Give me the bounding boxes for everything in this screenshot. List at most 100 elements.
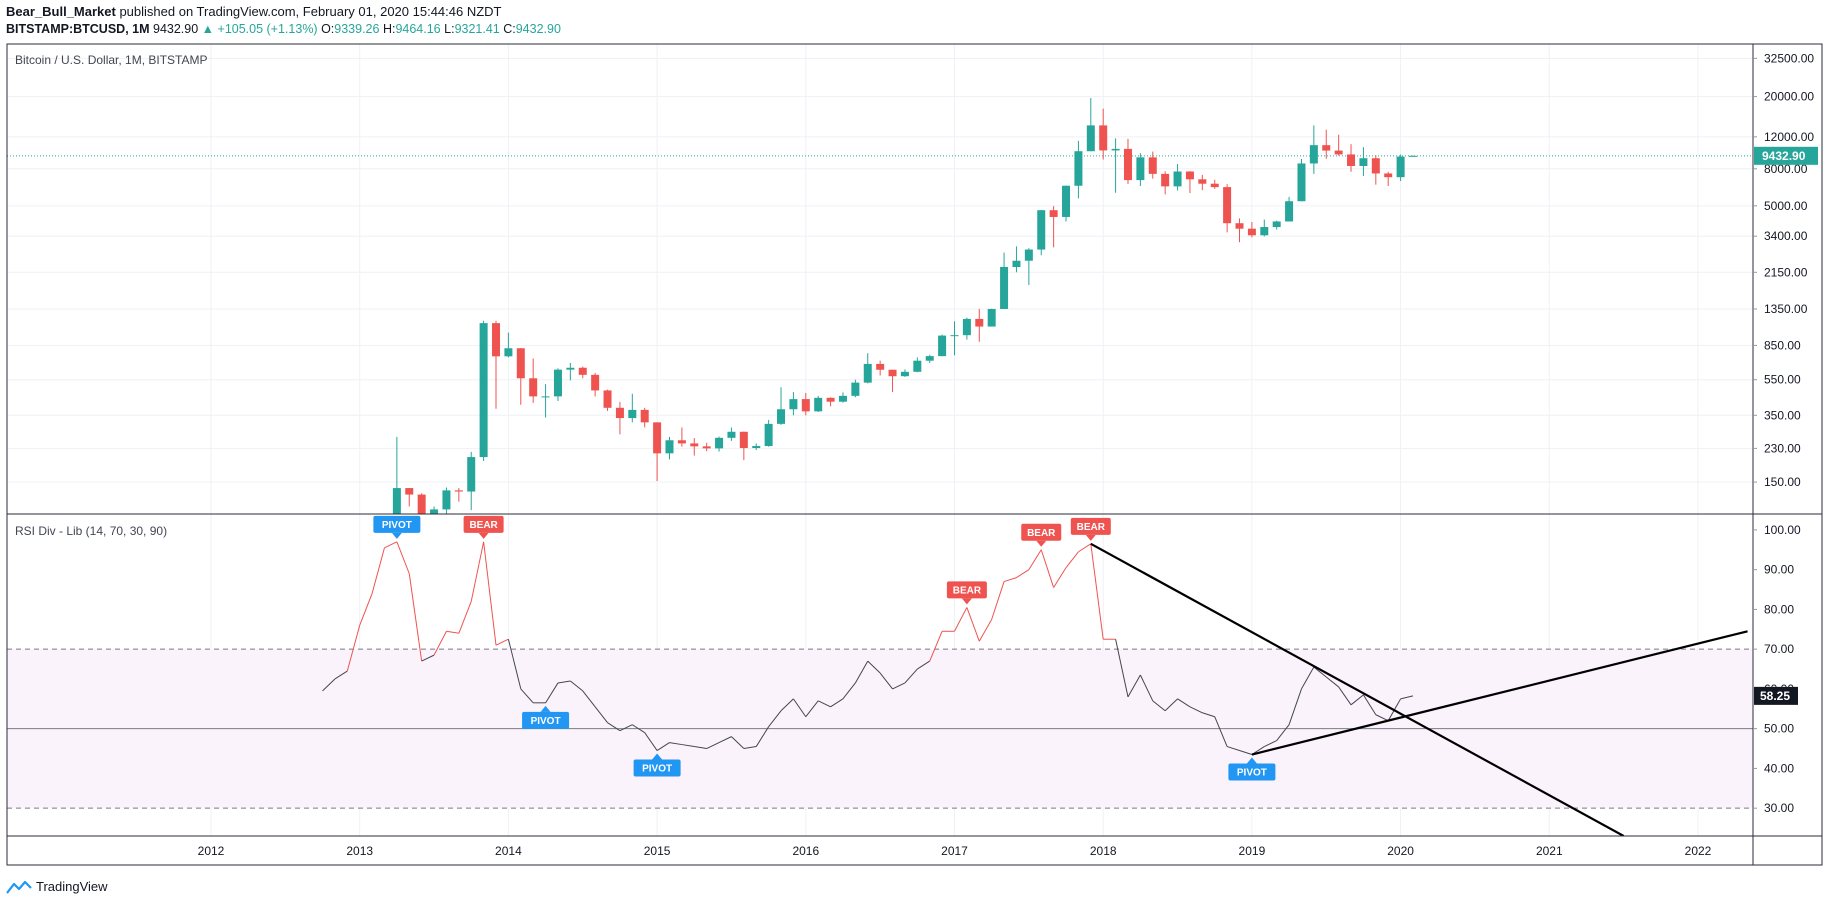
candle-body — [467, 457, 476, 492]
signal-pointer — [1036, 540, 1047, 547]
candle-body — [1322, 145, 1331, 151]
candle-body — [1024, 249, 1033, 261]
x-tick-label: 2017 — [941, 844, 968, 858]
x-tick-label: 2018 — [1090, 844, 1117, 858]
trendline[interactable] — [1251, 630, 1748, 756]
candle — [1396, 154, 1405, 182]
candle-body — [1309, 145, 1318, 164]
candle-body — [876, 363, 885, 370]
candle — [628, 393, 637, 423]
candle — [1359, 147, 1368, 177]
candle — [777, 387, 786, 425]
candle — [1037, 209, 1046, 256]
candle-body — [1396, 156, 1405, 178]
candle — [1322, 129, 1331, 159]
candle-body — [1136, 157, 1145, 181]
candle — [752, 443, 761, 451]
pivot-signal: PIVOT — [1228, 757, 1276, 781]
x-tick-label: 2019 — [1239, 844, 1266, 858]
rsi-segment — [879, 672, 893, 690]
rsi-segment — [408, 573, 423, 662]
trendline[interactable] — [1090, 542, 1625, 836]
signal-box — [633, 759, 681, 777]
price-tick-label: 3400.00 — [1764, 229, 1808, 243]
candle — [962, 317, 971, 340]
candle-body — [1347, 154, 1356, 166]
candle-body — [603, 390, 612, 408]
candle-body — [504, 348, 513, 357]
candle — [900, 369, 909, 377]
footer-brand: TradingView — [36, 879, 108, 894]
rsi-segment — [1288, 688, 1302, 725]
x-tick-label: 2020 — [1387, 844, 1414, 858]
candle-body — [752, 446, 761, 449]
rsi-segment — [644, 732, 658, 751]
high-label: H: — [382, 22, 396, 36]
rsi-segment — [507, 639, 522, 690]
rsi-segment — [334, 670, 348, 680]
rsi-segment — [854, 660, 869, 684]
candle-body — [1185, 171, 1194, 180]
rsi-segment — [371, 547, 385, 594]
rsi-segment — [421, 654, 435, 662]
candle — [1000, 252, 1009, 309]
signal-box — [463, 515, 504, 533]
signal-box — [522, 711, 570, 729]
price-tick-label: 2150.00 — [1764, 265, 1808, 279]
trendlines[interactable] — [1090, 542, 1748, 836]
rsi-segment — [1350, 694, 1364, 706]
candle — [1408, 155, 1417, 157]
rsi-segment — [1276, 724, 1290, 741]
candle — [516, 348, 525, 405]
last-price: 9432.90 — [153, 22, 199, 36]
open-value: 9339.26 — [334, 22, 380, 36]
candle-body — [566, 367, 575, 370]
candle — [1173, 164, 1182, 191]
rsi-segment — [718, 736, 732, 744]
candle — [479, 320, 488, 461]
close-label: C: — [503, 22, 516, 36]
price-tick-label: 20000.00 — [1764, 90, 1814, 104]
candle — [1272, 220, 1281, 230]
price-tick-label: 5000.00 — [1764, 199, 1808, 213]
candle — [603, 389, 612, 411]
candle-body — [591, 374, 600, 391]
rsi-segment — [495, 638, 509, 646]
publish-header: Bear_Bull_Market published on TradingVie… — [6, 4, 502, 20]
signal-pointer — [961, 598, 972, 605]
candle — [442, 487, 451, 514]
candle-body — [1000, 266, 1009, 309]
candle-body — [1247, 228, 1256, 236]
candle — [553, 368, 562, 401]
rsi-segment — [433, 631, 447, 656]
signal-pointer — [1246, 757, 1257, 764]
rsi-series — [322, 541, 1414, 755]
candle-body — [541, 396, 550, 398]
candle-body — [553, 369, 562, 397]
current-rsi-tag — [1754, 686, 1798, 705]
price-pane-title: Bitcoin / U.S. Dollar, 1M, BITSTAMP — [15, 53, 208, 67]
candle-body — [777, 409, 786, 424]
author-name[interactable]: Bear_Bull_Market — [6, 4, 116, 19]
candle — [764, 419, 773, 447]
footer-logo[interactable]: TradingView — [6, 879, 108, 894]
signal-box — [1070, 517, 1111, 535]
rsi-segment — [1115, 639, 1129, 697]
rsi-segment — [619, 724, 633, 732]
candle-body — [863, 363, 872, 383]
rsi-segment — [656, 742, 670, 751]
signal-label: BEAR — [1027, 528, 1056, 539]
rsi-segment — [1363, 694, 1377, 716]
signal-pointer — [540, 705, 551, 712]
candle-body — [950, 335, 959, 337]
rsi-segment — [792, 698, 807, 718]
candle-body — [405, 488, 414, 495]
rsi-segment — [706, 742, 720, 749]
candle — [640, 407, 649, 428]
candle — [1123, 138, 1132, 184]
candle — [578, 366, 587, 379]
candle-body — [578, 367, 587, 375]
candle — [690, 438, 699, 456]
candle — [987, 308, 996, 327]
